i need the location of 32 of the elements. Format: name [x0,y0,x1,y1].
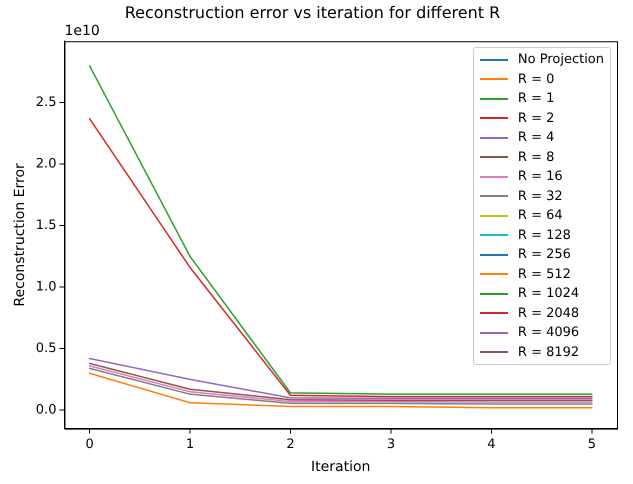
legend-label: R = 1 [518,90,554,108]
legend-label: R = 2048 [518,304,580,323]
legend-label: R = 32 [518,188,563,206]
legend-label: R = 256 [518,246,571,264]
legend-label: R = 16 [518,168,563,186]
legend-label: R = 512 [518,266,571,284]
text: 1e10 [64,22,100,39]
x-tick-label: 0 [85,436,94,452]
y-tick-label: 1.5 [36,218,56,234]
y-tick-label: 2.5 [36,95,56,110]
legend-label: R = 1024 [518,285,580,304]
legend-label: R = 4 [518,129,554,148]
x-axis-title: Iteration [311,459,370,476]
x-tick-label: 3 [386,436,396,452]
y-tick-label: 0.0 [36,402,56,418]
y-tick-label: 2.0 [36,156,56,172]
y-tick-label: 1.0 [36,280,56,295]
x-tick-label: 5 [588,436,596,452]
chart-title: Reconstruction error vs iteration for different R [124,2,500,22]
y-axis-title: Reconstruction Error [12,162,28,307]
y-tick-label: 0.5 [36,341,56,356]
x-tick-label: 1 [186,436,194,452]
legend-label: R = 8 [518,148,554,167]
legend-label: R = 8192 [518,344,580,362]
x-tick-label: 4 [487,436,496,452]
legend-label: No Projection [518,51,604,70]
legend-label: R = 64 [518,207,563,226]
legend-label: R = 4096 [518,324,580,342]
x-tick-label: 2 [286,436,295,452]
legend-label: R = 0 [518,70,554,89]
legend-label: R = 2 [518,110,554,128]
legend-label: R = 128 [518,226,571,245]
